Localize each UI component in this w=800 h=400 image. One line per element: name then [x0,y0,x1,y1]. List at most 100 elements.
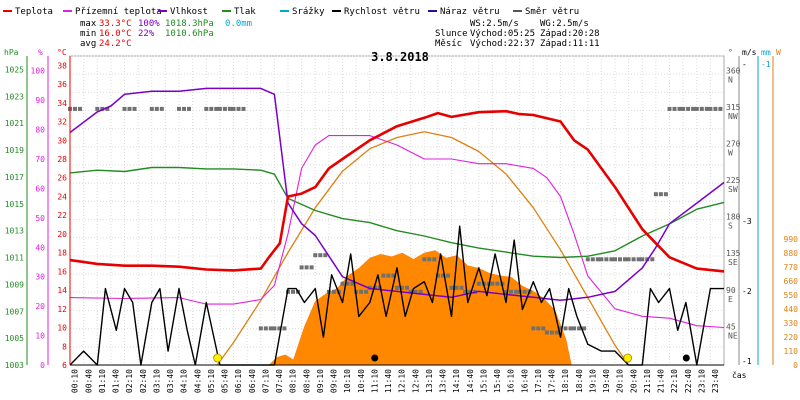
wind-direction-point [187,106,191,111]
wind-direction-point [504,289,508,294]
tick-solar: 550 [784,291,799,300]
tick-direction-label: SW [728,185,738,194]
wind-direction-point [531,326,536,331]
tick-time: 09:10 [316,369,325,393]
tick-solar: 220 [784,333,799,342]
stat-ws: WS:2.5m/s [470,19,519,29]
wind-direction-point [408,289,413,294]
wind-direction-point [604,257,609,262]
tick-direction: 90 [726,286,736,295]
axis-title-mm: mm [761,48,771,57]
series-layer [68,87,725,366]
wind-direction-point [427,257,432,262]
wind-direction-point [522,289,527,294]
tick-celsius: 8 [62,342,67,351]
wind-direction-point [658,192,663,197]
tick-celsius: 12 [57,305,67,314]
tick-time: 21:40 [657,369,666,393]
sun-marker-icon [213,353,223,363]
wind-direction-point [122,106,127,111]
stat-1-0: min [80,29,96,39]
tick-time: 05:10 [207,369,216,393]
sun-rise: Východ:05:25 [470,29,535,39]
wind-direction-point [304,265,309,270]
wind-direction-point [626,257,631,262]
wind-direction-point [663,192,668,197]
tick-hpa: 1013 [5,227,24,236]
tick-percent: 100 [31,67,46,76]
tick-direction-label: NW [728,112,738,121]
wind-direction-point [268,326,273,331]
stat-0-0: max [80,19,97,29]
wind-direction-point [282,326,287,331]
tick-percent: 70 [35,155,45,164]
wind-direction-point [640,257,645,262]
stat-1-2: 22% [138,29,155,39]
wind-direction-point [241,106,246,111]
wind-direction-point [704,106,709,111]
legend-label-feels: Přízemní teplota [75,7,162,17]
wind-direction-point [182,106,186,111]
tick-solar: 110 [784,347,799,356]
wind-direction-point [227,106,232,111]
tick-hpa: 1017 [5,173,24,182]
wind-direction-point [653,192,658,197]
tick-hpa: 1025 [5,65,24,74]
moon-label: Měsíc [435,39,462,49]
tick-celsius: 14 [57,286,67,295]
tick-solar: 660 [784,277,799,286]
wind-direction-point [699,106,704,111]
stat-0-4: 0.0mm [225,19,252,29]
wind-direction-point [73,106,77,111]
wind-direction-point [364,289,369,294]
wind-direction-point [231,106,236,111]
tick-ms: -2 [742,287,752,296]
wind-direction-point [177,106,181,111]
wind-direction-point [149,106,154,111]
wind-direction-point [631,257,636,262]
tick-time: 14:10 [452,369,461,393]
legend-label-wind: Rychlost větru [344,7,420,17]
wind-direction-point [400,285,404,290]
tick-time: 20:40 [629,369,638,393]
wind-direction-point [435,273,440,278]
tick-percent: 20 [35,302,45,311]
tick-celsius: 24 [57,192,67,201]
tick-time: 02:40 [139,369,148,393]
wind-direction-point [495,281,500,286]
feels-like-line [69,135,725,329]
tick-percent: 80 [35,126,45,135]
tick-time: 09:40 [330,369,339,393]
tick-celsius: 30 [57,136,67,145]
wind-direction-point [100,106,105,111]
tick-direction: 225 [726,176,741,185]
tick-solar: 440 [784,305,799,314]
tick-direction-label: W [728,148,733,157]
sun-marker-icon [623,353,633,363]
tick-time: 16:40 [520,369,529,393]
legend-label-temp: Teplota [15,7,53,17]
tick-time: 05:40 [221,369,230,393]
stat-0-2: 100% [138,19,160,29]
wind-direction-point [277,326,282,331]
moon-set: Západ:11:11 [540,39,600,49]
wind-direction-point [381,273,386,278]
tick-hpa: 1007 [5,307,24,316]
tick-direction-label: S [728,222,733,231]
tick-celsius: 32 [57,118,67,127]
wind-direction-point [509,289,513,294]
tick-time: 14:40 [466,369,475,393]
wind-direction-point [636,257,641,262]
tick-ms: -3 [742,217,752,226]
wind-direction-point [468,289,473,294]
tick-time: 16:10 [507,369,516,393]
tick-hpa: 1005 [5,334,24,343]
wind-direction-point [127,106,132,111]
wind-direction-point [613,257,617,262]
tick-hpa: 1003 [5,361,24,370]
legend-label-gust: Náraz větru [440,7,500,17]
legend-label-dir: Směr větru [525,7,579,17]
wind-direction-point [331,289,336,294]
tick-time: 10:10 [343,369,352,393]
axis-title-ms: m/s [742,48,757,57]
